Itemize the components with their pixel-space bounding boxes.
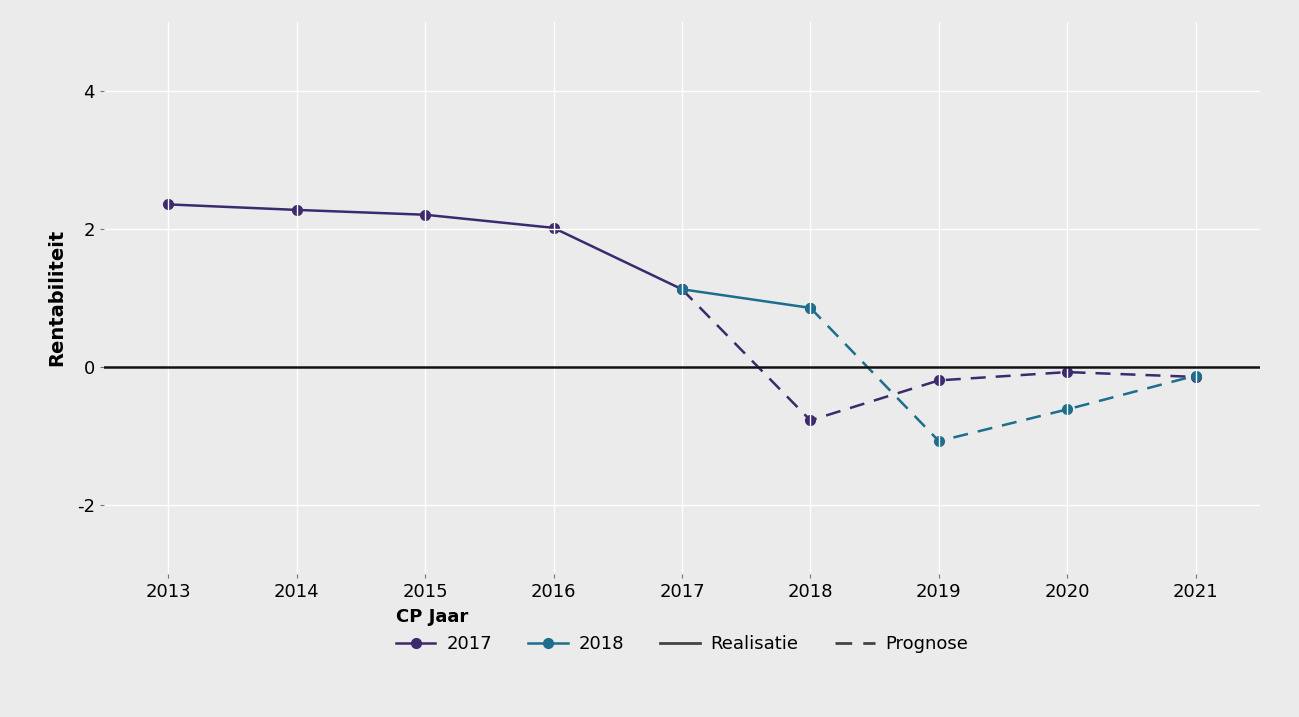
Legend: 2017, 2018, Realisatie, Prognose: 2017, 2018, Realisatie, Prognose bbox=[385, 597, 979, 664]
X-axis label: Jaar: Jaar bbox=[660, 612, 704, 631]
Y-axis label: Rentabiliteit: Rentabiliteit bbox=[47, 229, 66, 366]
